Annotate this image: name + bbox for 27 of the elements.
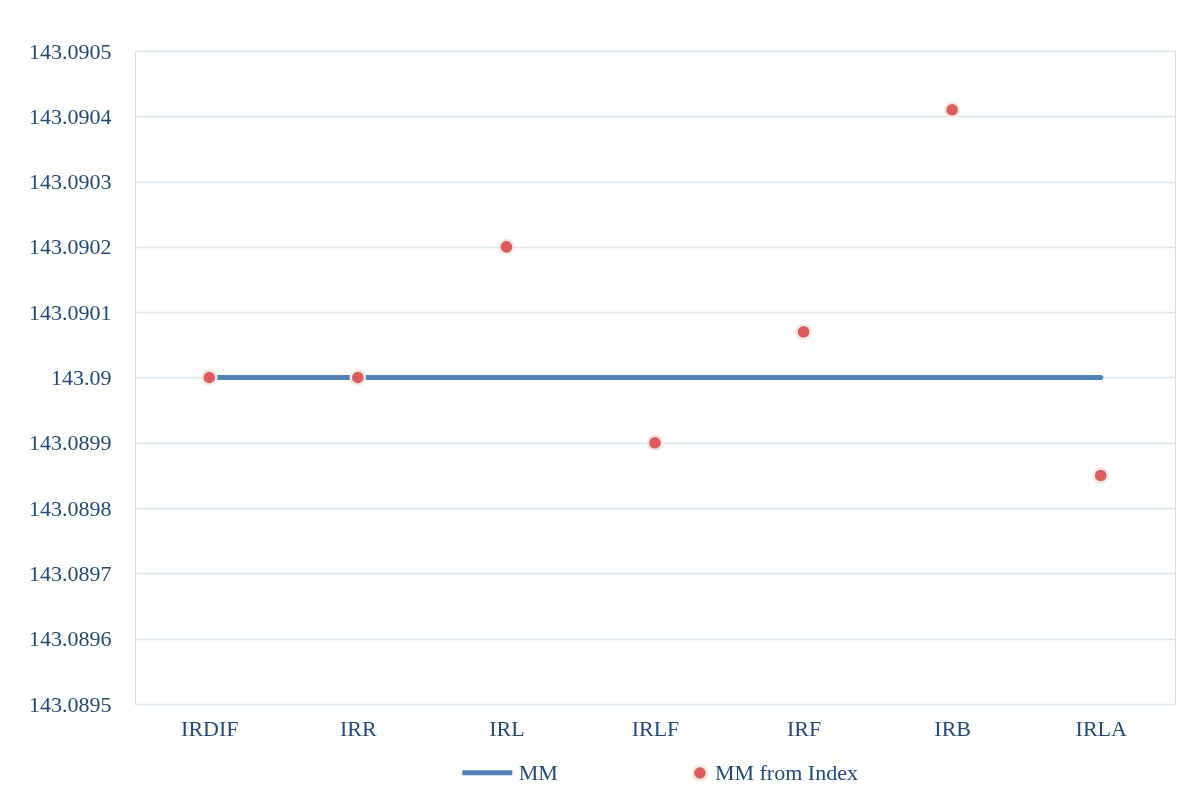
x-tick-label: IRDIF: [181, 715, 239, 741]
y-tick-label: 143.0896: [29, 626, 112, 652]
y-tick-label: 143.0898: [29, 495, 112, 521]
y-tick-label: 143.0902: [29, 234, 112, 260]
point: [1092, 467, 1110, 484]
x-tick-label: IRF: [786, 715, 822, 741]
x-tick-label: IRR: [340, 715, 378, 741]
point: [943, 101, 961, 119]
y-tick-label: 143.0895: [29, 691, 112, 717]
y-tick-label: 143.0897: [29, 560, 112, 586]
point: [646, 434, 664, 452]
y-tick-label: 143.0903: [29, 169, 112, 195]
point: [349, 369, 367, 386]
x-tick-label: IRLA: [1075, 715, 1127, 741]
legend-label: MM: [518, 759, 558, 785]
point: [498, 238, 515, 256]
y-tick-label: 143.0905: [29, 38, 112, 64]
point: [200, 369, 218, 386]
y-tick-label: 143.0904: [29, 103, 112, 129]
legend-label: MM from Index: [714, 760, 858, 785]
y-tick-label: 143.0899: [29, 430, 112, 456]
x-tick-label: IRB: [934, 715, 971, 741]
y-tick-label: 143.09: [51, 365, 112, 390]
point: [795, 323, 812, 341]
x-tick-label: IRLF: [631, 715, 680, 741]
x-tick-label: IRL: [489, 715, 525, 741]
y-tick-label: 143.0901: [29, 299, 112, 325]
